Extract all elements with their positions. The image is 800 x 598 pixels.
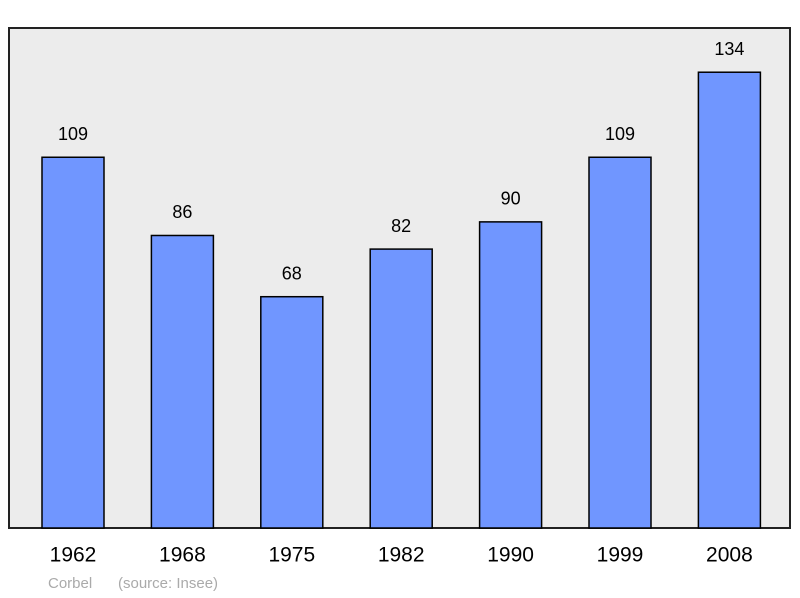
bar <box>41 156 105 529</box>
x-tick-label: 1990 <box>487 544 534 567</box>
value-label: 109 <box>58 124 88 144</box>
x-tick-label: 1982 <box>378 544 425 567</box>
x-tick-label: 1962 <box>50 544 97 567</box>
bar <box>697 71 762 529</box>
bar <box>150 234 215 529</box>
x-tick-label: 1999 <box>597 544 644 567</box>
bar <box>369 248 433 529</box>
x-tick-label: 1975 <box>268 544 315 567</box>
bar <box>588 156 652 529</box>
value-label: 134 <box>714 39 744 59</box>
x-tick-label: 1968 <box>159 544 206 567</box>
bar <box>478 221 543 529</box>
value-label: 109 <box>605 124 635 144</box>
value-label: 82 <box>391 216 411 236</box>
credit: Corbel <box>48 575 92 592</box>
value-label: 68 <box>282 263 302 283</box>
x-tick-label: 2008 <box>706 544 753 567</box>
source: (source: Insee) <box>118 575 218 592</box>
value-label: 86 <box>172 202 192 222</box>
bar <box>260 295 324 529</box>
value-label: 90 <box>501 189 521 209</box>
